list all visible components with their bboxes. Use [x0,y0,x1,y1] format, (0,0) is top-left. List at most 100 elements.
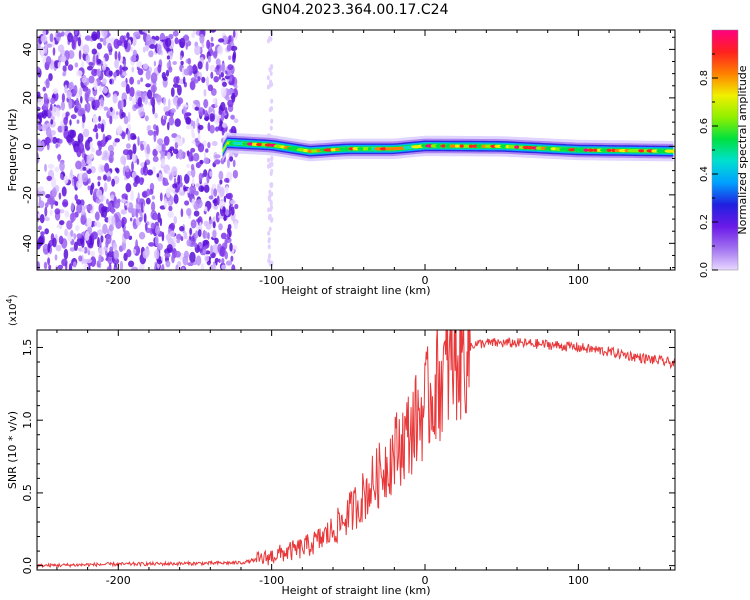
noise-blob [230,199,236,205]
noise-blob [205,148,209,153]
noise-blob [209,64,216,72]
noise-blob [189,185,196,195]
noise-blob [203,98,208,109]
noise-blob [136,91,142,97]
noise-blob [44,43,48,54]
noise-blob [152,156,159,163]
noise-blob [62,199,69,208]
noise-blob [109,78,113,85]
noise-blob [58,235,64,245]
noise-blob [137,97,142,107]
noise-blob [174,118,181,127]
noise-blob [125,165,130,173]
noise-blob [270,168,274,174]
noise-blob [68,98,73,110]
snr-ticks: -200 -100 0 100 0.0 0.5 1.0 1.5 [21,330,675,587]
noise-blob [74,30,78,36]
noise-blob [200,186,204,192]
noise-blob [95,149,102,156]
noise-blob [233,118,239,124]
noise-blob [131,161,134,172]
signal-cell [273,144,282,148]
noise-blob [196,199,203,209]
noise-blob [86,217,92,228]
noise-blob [186,239,192,247]
signal-cell [449,144,456,148]
noise-blob [50,97,56,105]
colorbar: 0.0 0.2 0.4 0.6 0.8 Normalized spectral ampl… [699,29,749,278]
noise-blob [213,114,220,125]
noise-blob [121,209,126,215]
noise-blob [143,213,147,223]
noise-blob [185,116,191,125]
noise-blob [41,123,48,132]
noise-blob [115,111,119,116]
noise-blob [76,233,83,239]
noise-blob [163,136,170,146]
noise-blob [126,249,132,258]
snr-frame [36,329,676,571]
noise-blob [49,209,53,216]
noise-blob [150,222,155,229]
x-tick-label: 100 [568,274,589,287]
noise-blob [201,76,206,83]
noise-blob [169,230,175,237]
signal-cell [463,144,470,148]
noise-blob [57,61,61,69]
noise-blob [144,222,148,231]
noise-blob [76,237,83,247]
noise-blob [190,219,197,229]
noise-blob [38,235,44,246]
noise-blob [128,260,135,268]
noise-blob [87,96,95,102]
noise-blob [228,55,232,61]
noise-blob [197,143,205,153]
noise-blob [233,221,238,230]
noise-blob [58,138,63,144]
noise-blob [194,45,201,56]
noise-blob [227,64,234,71]
noise-blob [52,88,59,94]
noise-blob [207,205,210,212]
noise-blob [130,217,133,222]
noise-blob [208,219,213,224]
noise-blob [191,177,195,187]
noise-blob [121,240,126,251]
noise-blob [130,46,134,52]
noise-blob [98,247,105,256]
snr-series-line [37,330,675,570]
noise-blob [76,203,83,214]
noise-blob [75,225,80,232]
noise-blob [47,257,51,266]
noise-blob [108,154,114,164]
noise-blob [227,192,233,200]
signal-cell [335,147,341,152]
noise-blob [100,97,104,107]
noise-blob [173,216,178,225]
noise-blob [213,160,221,165]
noise-blob [184,200,190,206]
noise-blob [89,141,94,150]
noise-blob [129,86,135,98]
noise-blob [142,165,146,173]
noise-blob [48,73,53,82]
noise-blob [203,220,209,227]
noise-blob [195,183,200,188]
noise-blob [37,212,41,219]
noise-blob [227,224,232,230]
noise-blob [171,254,175,264]
noise-blob [69,212,76,222]
noise-blob [114,59,119,69]
noise-blob [96,189,103,199]
noise-blob [209,124,215,134]
noise-blob [75,97,80,109]
noise-blob [127,202,134,213]
noise-blob [221,122,228,128]
noise-blob [72,261,77,268]
noise-blob [170,108,176,114]
noise-blob [74,145,80,153]
noise-blob [132,35,137,47]
noise-blob [197,61,203,70]
noise-blob [219,179,223,185]
noise-blob [138,216,143,223]
